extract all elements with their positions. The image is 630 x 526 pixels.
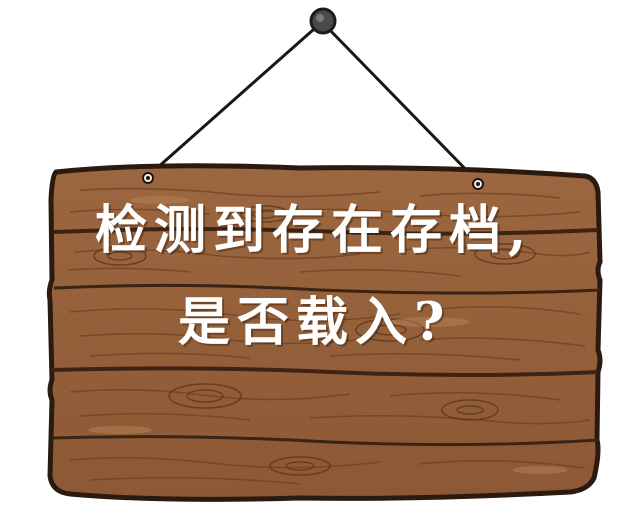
sign-message-line-1: 检测到存在存档,	[95, 200, 534, 261]
sign-message-line-2: 是否载入?	[178, 292, 452, 353]
wooden-board	[46, 163, 603, 502]
string-hole-left	[142, 172, 154, 184]
nail-icon	[309, 7, 337, 35]
hanging-string	[147, 20, 480, 184]
string-hole-right	[472, 178, 484, 190]
